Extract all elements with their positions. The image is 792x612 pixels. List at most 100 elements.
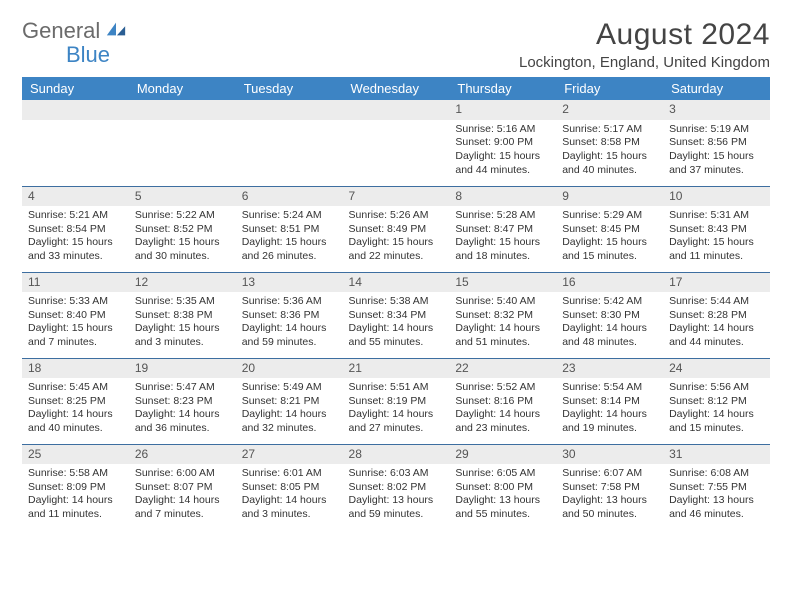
day-body: Sunrise: 6:03 AMSunset: 8:02 PMDaylight:… (343, 464, 450, 525)
calendar-cell: 18Sunrise: 5:45 AMSunset: 8:25 PMDayligh… (22, 358, 129, 444)
calendar-week: 25Sunrise: 5:58 AMSunset: 8:09 PMDayligh… (22, 444, 770, 530)
calendar-cell: 25Sunrise: 5:58 AMSunset: 8:09 PMDayligh… (22, 444, 129, 530)
weekday-header: Thursday (449, 77, 556, 100)
day-body: Sunrise: 5:40 AMSunset: 8:32 PMDaylight:… (449, 292, 556, 353)
day-body: Sunrise: 5:38 AMSunset: 8:34 PMDaylight:… (343, 292, 450, 353)
day-number: 13 (236, 273, 343, 293)
logo-general: General (22, 18, 100, 43)
calendar-table: SundayMondayTuesdayWednesdayThursdayFrid… (22, 77, 770, 530)
day-body: Sunrise: 5:47 AMSunset: 8:23 PMDaylight:… (129, 378, 236, 439)
calendar-cell: 26Sunrise: 6:00 AMSunset: 8:07 PMDayligh… (129, 444, 236, 530)
calendar-cell: 4Sunrise: 5:21 AMSunset: 8:54 PMDaylight… (22, 186, 129, 272)
day-number: 16 (556, 273, 663, 293)
logo: General Blue (22, 18, 127, 68)
header: General Blue August 2024 Lockington, Eng… (22, 18, 770, 71)
day-body: Sunrise: 6:00 AMSunset: 8:07 PMDaylight:… (129, 464, 236, 525)
calendar-cell: 30Sunrise: 6:07 AMSunset: 7:58 PMDayligh… (556, 444, 663, 530)
day-number: 19 (129, 359, 236, 379)
day-number: 27 (236, 445, 343, 465)
calendar-cell: 27Sunrise: 6:01 AMSunset: 8:05 PMDayligh… (236, 444, 343, 530)
title-block: August 2024 Lockington, England, United … (519, 18, 770, 71)
calendar-cell: 2Sunrise: 5:17 AMSunset: 8:58 PMDaylight… (556, 100, 663, 186)
day-number: 4 (22, 187, 129, 207)
calendar-cell: 22Sunrise: 5:52 AMSunset: 8:16 PMDayligh… (449, 358, 556, 444)
logo-text: General Blue (22, 18, 127, 68)
logo-blue: Blue (66, 42, 110, 68)
calendar-cell: 20Sunrise: 5:49 AMSunset: 8:21 PMDayligh… (236, 358, 343, 444)
calendar-week: 11Sunrise: 5:33 AMSunset: 8:40 PMDayligh… (22, 272, 770, 358)
day-body: Sunrise: 5:54 AMSunset: 8:14 PMDaylight:… (556, 378, 663, 439)
weekday-header: Sunday (22, 77, 129, 100)
calendar-cell (129, 100, 236, 186)
day-number: 12 (129, 273, 236, 293)
day-body: Sunrise: 5:58 AMSunset: 8:09 PMDaylight:… (22, 464, 129, 525)
calendar-cell: 9Sunrise: 5:29 AMSunset: 8:45 PMDaylight… (556, 186, 663, 272)
day-number: 8 (449, 187, 556, 207)
calendar-cell: 5Sunrise: 5:22 AMSunset: 8:52 PMDaylight… (129, 186, 236, 272)
calendar-cell: 28Sunrise: 6:03 AMSunset: 8:02 PMDayligh… (343, 444, 450, 530)
calendar-cell: 16Sunrise: 5:42 AMSunset: 8:30 PMDayligh… (556, 272, 663, 358)
day-number: 22 (449, 359, 556, 379)
calendar-cell: 31Sunrise: 6:08 AMSunset: 7:55 PMDayligh… (663, 444, 770, 530)
day-body: Sunrise: 5:17 AMSunset: 8:58 PMDaylight:… (556, 120, 663, 181)
day-body: Sunrise: 5:28 AMSunset: 8:47 PMDaylight:… (449, 206, 556, 267)
day-body: Sunrise: 5:52 AMSunset: 8:16 PMDaylight:… (449, 378, 556, 439)
calendar-cell: 10Sunrise: 5:31 AMSunset: 8:43 PMDayligh… (663, 186, 770, 272)
calendar-body: 1Sunrise: 5:16 AMSunset: 9:00 PMDaylight… (22, 100, 770, 530)
day-number: 24 (663, 359, 770, 379)
weekday-header: Monday (129, 77, 236, 100)
day-number: 14 (343, 273, 450, 293)
logo-sail-icon (105, 20, 127, 38)
location: Lockington, England, United Kingdom (519, 54, 770, 71)
day-body: Sunrise: 5:24 AMSunset: 8:51 PMDaylight:… (236, 206, 343, 267)
calendar-cell: 14Sunrise: 5:38 AMSunset: 8:34 PMDayligh… (343, 272, 450, 358)
day-number: 28 (343, 445, 450, 465)
day-body: Sunrise: 6:07 AMSunset: 7:58 PMDaylight:… (556, 464, 663, 525)
calendar-cell: 13Sunrise: 5:36 AMSunset: 8:36 PMDayligh… (236, 272, 343, 358)
calendar-week: 1Sunrise: 5:16 AMSunset: 9:00 PMDaylight… (22, 100, 770, 186)
day-number: 1 (449, 100, 556, 120)
day-number: 17 (663, 273, 770, 293)
day-body: Sunrise: 5:31 AMSunset: 8:43 PMDaylight:… (663, 206, 770, 267)
day-body: Sunrise: 5:56 AMSunset: 8:12 PMDaylight:… (663, 378, 770, 439)
day-number: 23 (556, 359, 663, 379)
calendar-cell: 23Sunrise: 5:54 AMSunset: 8:14 PMDayligh… (556, 358, 663, 444)
calendar-cell: 19Sunrise: 5:47 AMSunset: 8:23 PMDayligh… (129, 358, 236, 444)
calendar-cell: 29Sunrise: 6:05 AMSunset: 8:00 PMDayligh… (449, 444, 556, 530)
calendar-cell: 15Sunrise: 5:40 AMSunset: 8:32 PMDayligh… (449, 272, 556, 358)
month-title: August 2024 (519, 18, 770, 52)
calendar-cell: 12Sunrise: 5:35 AMSunset: 8:38 PMDayligh… (129, 272, 236, 358)
day-number: 7 (343, 187, 450, 207)
day-body: Sunrise: 5:29 AMSunset: 8:45 PMDaylight:… (556, 206, 663, 267)
day-number: 18 (22, 359, 129, 379)
day-number: 20 (236, 359, 343, 379)
day-body: Sunrise: 5:51 AMSunset: 8:19 PMDaylight:… (343, 378, 450, 439)
day-number: 30 (556, 445, 663, 465)
calendar-cell: 11Sunrise: 5:33 AMSunset: 8:40 PMDayligh… (22, 272, 129, 358)
calendar-cell: 7Sunrise: 5:26 AMSunset: 8:49 PMDaylight… (343, 186, 450, 272)
day-body: Sunrise: 6:01 AMSunset: 8:05 PMDaylight:… (236, 464, 343, 525)
calendar-cell: 6Sunrise: 5:24 AMSunset: 8:51 PMDaylight… (236, 186, 343, 272)
day-number-empty (22, 100, 129, 120)
calendar-cell: 1Sunrise: 5:16 AMSunset: 9:00 PMDaylight… (449, 100, 556, 186)
day-number: 29 (449, 445, 556, 465)
day-number: 10 (663, 187, 770, 207)
day-body: Sunrise: 5:35 AMSunset: 8:38 PMDaylight:… (129, 292, 236, 353)
calendar-week: 18Sunrise: 5:45 AMSunset: 8:25 PMDayligh… (22, 358, 770, 444)
calendar-cell (343, 100, 450, 186)
day-number: 25 (22, 445, 129, 465)
day-body: Sunrise: 5:36 AMSunset: 8:36 PMDaylight:… (236, 292, 343, 353)
weekday-header: Tuesday (236, 77, 343, 100)
day-number: 5 (129, 187, 236, 207)
day-body: Sunrise: 5:44 AMSunset: 8:28 PMDaylight:… (663, 292, 770, 353)
day-number: 31 (663, 445, 770, 465)
calendar-cell: 8Sunrise: 5:28 AMSunset: 8:47 PMDaylight… (449, 186, 556, 272)
calendar-cell (236, 100, 343, 186)
day-body: Sunrise: 6:05 AMSunset: 8:00 PMDaylight:… (449, 464, 556, 525)
day-body: Sunrise: 5:22 AMSunset: 8:52 PMDaylight:… (129, 206, 236, 267)
day-body: Sunrise: 5:16 AMSunset: 9:00 PMDaylight:… (449, 120, 556, 181)
day-body: Sunrise: 5:19 AMSunset: 8:56 PMDaylight:… (663, 120, 770, 181)
day-number: 11 (22, 273, 129, 293)
calendar-head: SundayMondayTuesdayWednesdayThursdayFrid… (22, 77, 770, 100)
day-body: Sunrise: 5:21 AMSunset: 8:54 PMDaylight:… (22, 206, 129, 267)
